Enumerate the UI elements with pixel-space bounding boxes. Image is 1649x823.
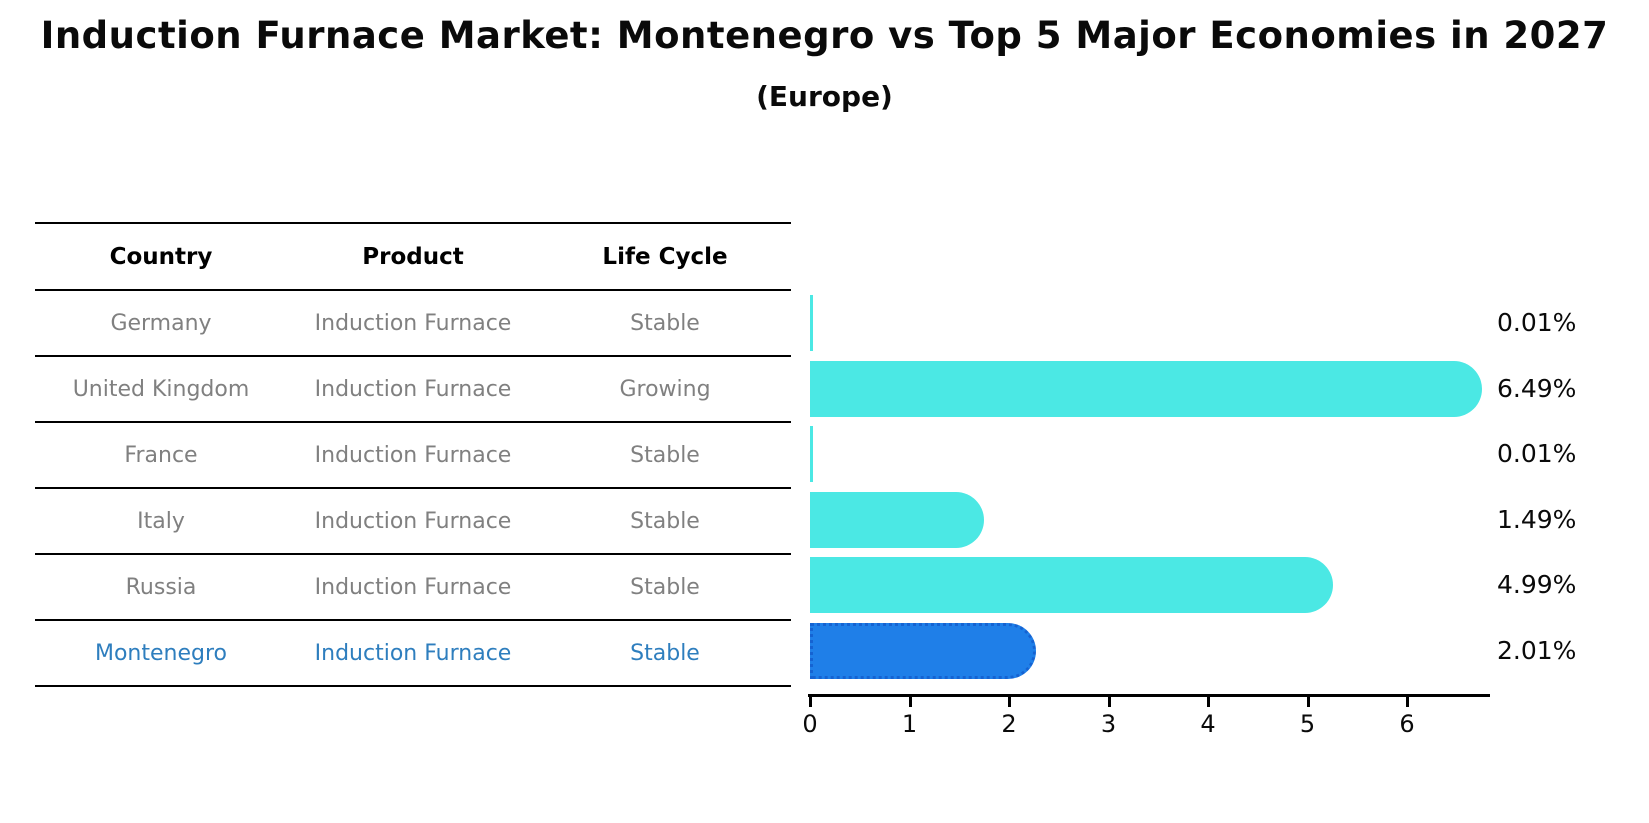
x-axis-tick bbox=[1406, 694, 1409, 707]
bar-value-label: 6.49% bbox=[1497, 373, 1577, 403]
cell-product: Induction Furnace bbox=[314, 310, 512, 336]
table-header-row: Country Product Life Cycle bbox=[35, 224, 791, 291]
x-axis-tick bbox=[1107, 694, 1111, 707]
bar-value-label: 2.01% bbox=[1497, 635, 1577, 665]
column-header-country: Country bbox=[109, 243, 213, 270]
x-axis-tick bbox=[1008, 694, 1011, 707]
bar-value-label: 1.49% bbox=[1497, 504, 1577, 534]
cell-life-cycle: Stable bbox=[630, 574, 700, 600]
cell-country: United Kingdom bbox=[72, 376, 250, 402]
chart-subtitle: (Europe) bbox=[756, 80, 893, 113]
x-axis-tick-label: 4 bbox=[1200, 710, 1216, 738]
cell-country: Montenegro bbox=[94, 640, 227, 666]
cell-country: Germany bbox=[110, 310, 212, 336]
cell-life-cycle: Stable bbox=[630, 640, 700, 666]
country-table: Country Product Life Cycle Germany Induc… bbox=[35, 222, 791, 687]
x-axis-tick bbox=[908, 694, 912, 707]
table-row: Russia Induction Furnace Stable bbox=[35, 555, 791, 621]
x-axis-line bbox=[808, 694, 1490, 697]
bar-italy bbox=[810, 491, 984, 548]
bar-france bbox=[810, 426, 813, 482]
cell-country: Russia bbox=[125, 574, 197, 600]
table-row: Italy Induction Furnace Stable bbox=[35, 489, 791, 555]
cell-product: Induction Furnace bbox=[314, 574, 512, 600]
column-header-life-cycle: Life Cycle bbox=[602, 243, 728, 270]
table-row: Germany Induction Furnace Stable bbox=[35, 291, 791, 357]
bar-montenegro bbox=[810, 622, 1036, 679]
table-row: United Kingdom Induction Furnace Growing bbox=[35, 357, 791, 423]
bar-united-kingdom bbox=[810, 360, 1482, 417]
table-row: France Induction Furnace Stable bbox=[35, 423, 791, 489]
x-axis-tick-label: 3 bbox=[1100, 710, 1117, 738]
column-header-product: Product bbox=[362, 243, 464, 270]
cell-product: Induction Furnace bbox=[314, 508, 512, 534]
bar-value-label: 0.01% bbox=[1497, 308, 1577, 337]
cell-country: France bbox=[124, 442, 198, 468]
cell-product: Induction Furnace bbox=[314, 442, 512, 468]
table-row: Montenegro Induction Furnace Stable bbox=[35, 621, 791, 687]
x-axis-tick bbox=[1306, 694, 1310, 707]
bar-germany bbox=[810, 295, 813, 351]
x-axis-tick-label: 0 bbox=[802, 710, 818, 738]
cell-life-cycle: Stable bbox=[630, 508, 700, 534]
bar-value-label: 4.99% bbox=[1497, 570, 1577, 599]
bar-russia bbox=[810, 557, 1333, 613]
cell-product: Induction Furnace bbox=[314, 640, 512, 666]
x-axis-tick bbox=[1207, 694, 1210, 707]
cell-product: Induction Furnace bbox=[314, 376, 512, 402]
x-axis-tick-label: 5 bbox=[1299, 710, 1316, 738]
cell-life-cycle: Stable bbox=[630, 310, 700, 336]
x-axis-tick-label: 2 bbox=[1001, 710, 1017, 738]
cell-life-cycle: Stable bbox=[630, 442, 700, 468]
x-axis-tick bbox=[809, 694, 812, 707]
bar-value-label: 0.01% bbox=[1497, 439, 1577, 468]
cell-country: Italy bbox=[137, 508, 185, 534]
x-axis-tick-label: 1 bbox=[901, 710, 918, 738]
table-body: Germany Induction Furnace Stable United … bbox=[35, 291, 791, 687]
x-axis-tick-label: 6 bbox=[1399, 710, 1415, 738]
chart-title: Induction Furnace Market: Montenegro vs … bbox=[40, 14, 1609, 57]
cell-life-cycle: Growing bbox=[619, 376, 711, 402]
